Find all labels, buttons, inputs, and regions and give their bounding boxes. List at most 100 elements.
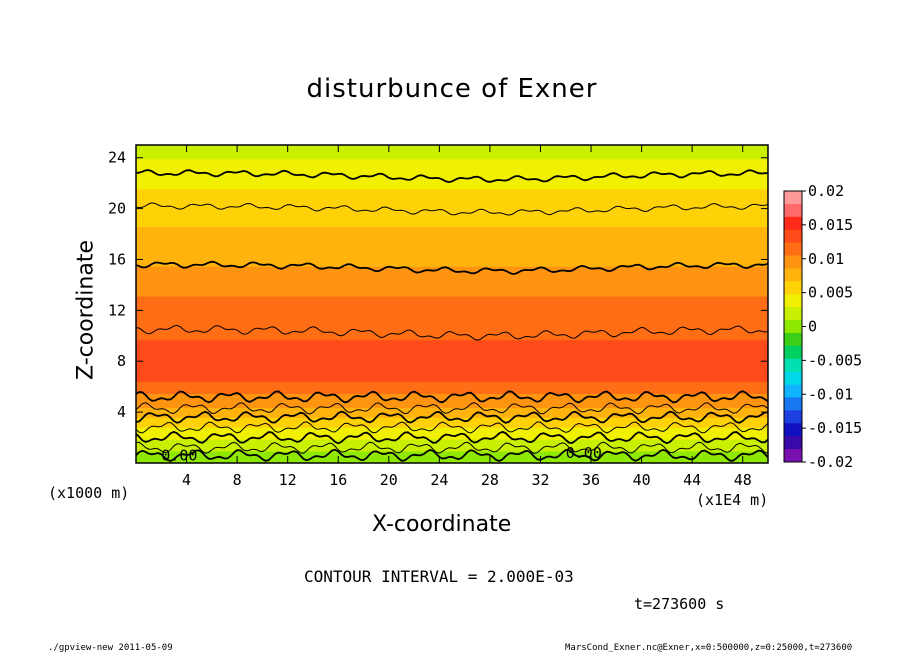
heat-band [136, 174, 768, 178]
colorbar-label: 0.015 [808, 216, 853, 234]
heat-band [136, 313, 768, 317]
x-tick-label: 12 [279, 471, 297, 489]
heat-band [136, 458, 768, 462]
heat-band [136, 225, 768, 229]
heat-band [136, 339, 768, 343]
heat-band [136, 249, 768, 253]
colorbar-segment [784, 191, 802, 205]
heat-band [136, 307, 768, 311]
heat-band [136, 273, 768, 277]
heat-band [136, 424, 768, 428]
heat-band [136, 406, 768, 410]
x-tick-label: 40 [633, 471, 651, 489]
y-tick-label: 4 [117, 403, 126, 421]
heat-band [136, 212, 768, 216]
heat-band [136, 400, 768, 404]
contour-line [136, 169, 768, 184]
x-tick-label: 44 [683, 471, 701, 489]
colorbar-segment [784, 242, 802, 257]
heat-band [136, 275, 768, 279]
x-unit-note: (x1E4 m) [696, 491, 769, 509]
contour-line [136, 402, 768, 415]
heat-band [136, 257, 768, 261]
heat-band [136, 321, 768, 325]
y-tick-label: 16 [108, 250, 126, 268]
heat-band [136, 279, 768, 283]
heat-band [136, 450, 768, 454]
heat-band [136, 331, 768, 335]
colorbar-segment [784, 255, 802, 269]
colorbar-label: -0.01 [808, 385, 853, 403]
heat-band [136, 146, 768, 150]
heat-band [136, 271, 768, 275]
x-tick-label: 32 [531, 471, 549, 489]
heat-band [136, 241, 768, 245]
heat-band [136, 170, 768, 174]
time-label: t=273600 s [634, 595, 725, 613]
heat-band [136, 210, 768, 214]
heat-band [136, 317, 768, 321]
heat-band [136, 253, 768, 257]
colorbar-segment [784, 410, 802, 424]
heat-band [136, 220, 768, 224]
heat-band [136, 452, 768, 456]
heat-band [136, 204, 768, 208]
heat-band [136, 325, 768, 329]
heat-band [136, 311, 768, 315]
heat-band [136, 239, 768, 243]
heat-band [136, 394, 768, 398]
x-tick-label: 4 [182, 471, 191, 489]
heat-band [136, 190, 768, 194]
colorbar-segment [784, 281, 802, 295]
heat-band [136, 410, 768, 414]
heat-band [136, 166, 768, 170]
x-tick-label: 16 [329, 471, 347, 489]
heat-band [136, 373, 768, 377]
heat-band [136, 442, 768, 446]
colorbar-segment [784, 436, 802, 450]
heat-band [136, 386, 768, 390]
heat-band [136, 285, 768, 289]
heat-band [136, 182, 768, 186]
colorbar-segment [784, 307, 802, 321]
heat-band [136, 281, 768, 285]
colorbar-segment [784, 449, 802, 463]
heat-band [136, 367, 768, 371]
heat-band [136, 208, 768, 212]
colorbar-segment [784, 216, 802, 231]
heat-band [136, 162, 768, 166]
heat-band [136, 375, 768, 379]
heat-band [136, 438, 768, 442]
heat-band [136, 145, 768, 148]
heat-band [136, 277, 768, 281]
heat-band [136, 460, 768, 463]
heat-band [136, 227, 768, 231]
heat-band [136, 164, 768, 168]
colorbar-segment [784, 384, 802, 398]
heat-band [136, 363, 768, 367]
contour-line [136, 324, 768, 341]
contour-lines [136, 169, 768, 462]
heat-band [136, 456, 768, 460]
heat-band [136, 216, 768, 220]
contour-line [136, 421, 768, 434]
heat-band [136, 404, 768, 408]
heat-band [136, 287, 768, 291]
contour-labels: 0.00 0.00 [161, 444, 602, 465]
colorbar-segment [784, 320, 802, 334]
heat-band [136, 172, 768, 176]
heat-band [136, 444, 768, 448]
colorbar-label: 0.02 [808, 182, 844, 200]
heat-band [136, 247, 768, 251]
x-tick-label: 36 [582, 471, 600, 489]
x-tick-label: 20 [380, 471, 398, 489]
heatmap-area [136, 145, 768, 463]
heat-band [136, 361, 768, 365]
heat-band [136, 422, 768, 426]
heat-band [136, 150, 768, 154]
colorbar-segment [784, 397, 802, 411]
heat-band [136, 229, 768, 233]
heat-band [136, 303, 768, 307]
contour-line [136, 448, 768, 462]
heat-band [136, 176, 768, 180]
